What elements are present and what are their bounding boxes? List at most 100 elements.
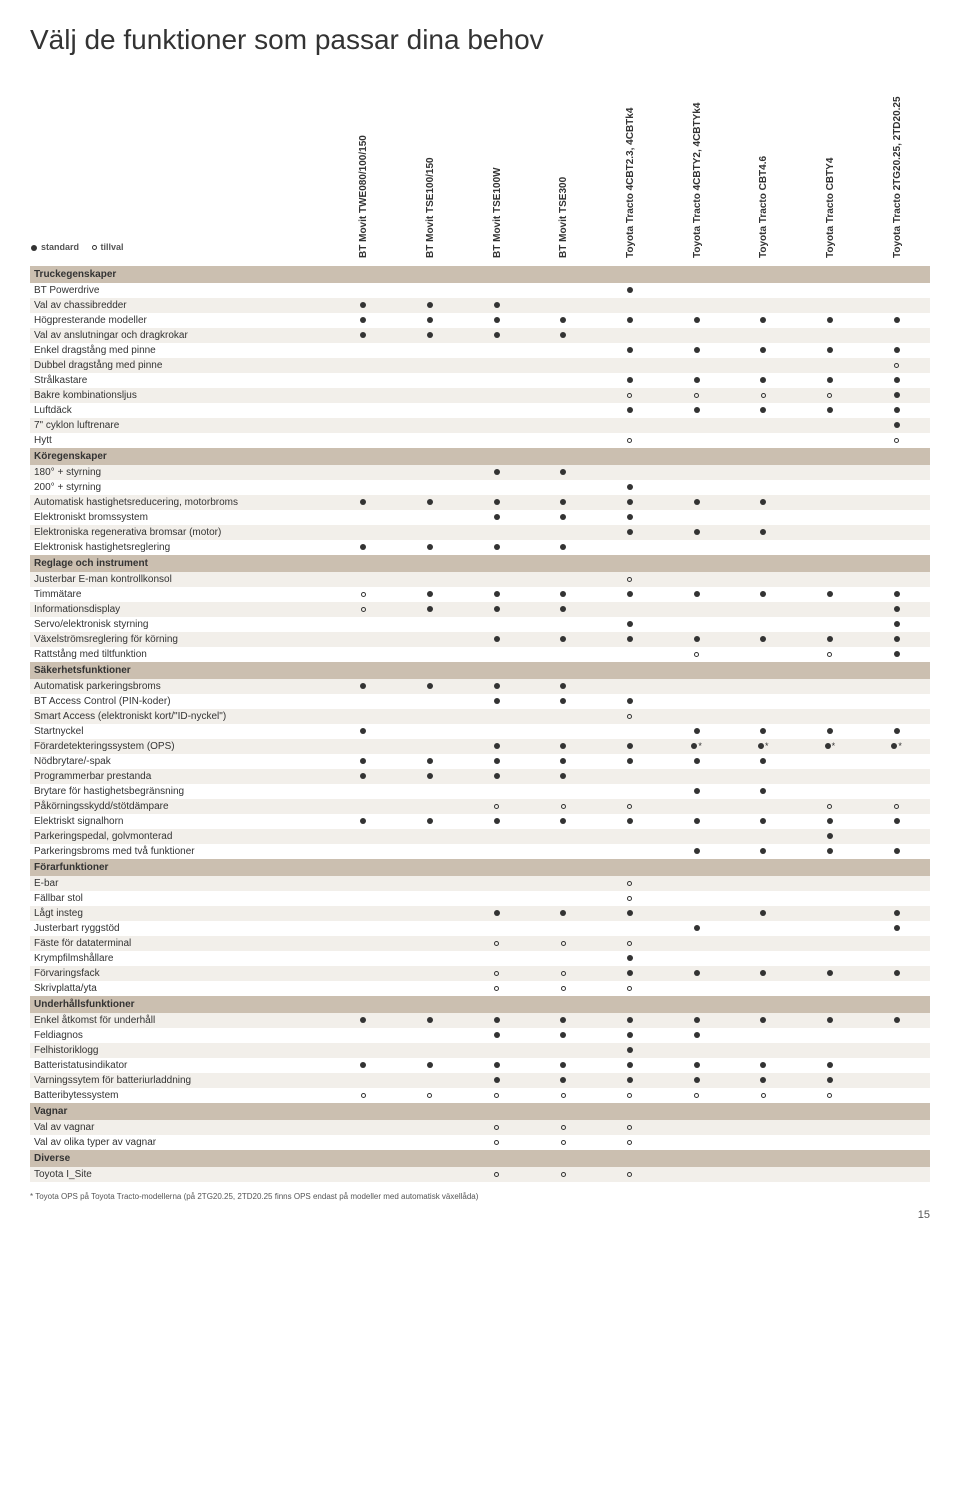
feature-mark <box>530 906 597 921</box>
feature-mark <box>397 1013 464 1028</box>
feature-mark <box>797 966 864 981</box>
model-header: Toyota Tracto 4CBTY2, 4CBTYk4 <box>663 86 730 266</box>
feature-mark <box>530 679 597 694</box>
feature-label: Dubbel dragstång med pinne <box>30 358 330 373</box>
feature-mark <box>597 1073 664 1088</box>
feature-mark <box>397 709 464 724</box>
feature-mark <box>730 754 797 769</box>
feature-mark <box>663 709 730 724</box>
feature-label: Bakre kombinationsljus <box>30 388 330 403</box>
feature-mark <box>863 283 930 298</box>
feature-mark <box>797 799 864 814</box>
feature-mark <box>330 724 397 739</box>
feature-mark <box>463 298 530 313</box>
feature-mark <box>730 906 797 921</box>
feature-mark <box>863 388 930 403</box>
feature-mark <box>663 647 730 662</box>
feature-label: Skrivplatta/yta <box>30 981 330 996</box>
feature-mark <box>797 829 864 844</box>
feature-mark <box>797 358 864 373</box>
feature-mark <box>530 829 597 844</box>
model-header: Toyota Tracto 4CBT2.3, 4CBTk4 <box>597 86 664 266</box>
feature-mark <box>397 525 464 540</box>
feature-mark <box>463 1073 530 1088</box>
feature-mark <box>463 632 530 647</box>
feature-mark <box>863 602 930 617</box>
feature-label: Fällbar stol <box>30 891 330 906</box>
feature-mark <box>397 373 464 388</box>
feature-mark <box>597 602 664 617</box>
feature-mark <box>463 679 530 694</box>
feature-mark <box>330 876 397 891</box>
feature-mark <box>863 510 930 525</box>
feature-mark <box>863 709 930 724</box>
feature-mark <box>463 465 530 480</box>
feature-mark <box>463 1167 530 1182</box>
feature-mark <box>597 1028 664 1043</box>
feature-mark <box>330 572 397 587</box>
feature-mark <box>797 1167 864 1182</box>
feature-mark <box>730 724 797 739</box>
feature-mark <box>397 298 464 313</box>
feature-mark <box>597 844 664 859</box>
feature-mark <box>863 966 930 981</box>
feature-mark <box>463 966 530 981</box>
feature-mark <box>597 495 664 510</box>
feature-mark <box>730 1135 797 1150</box>
feature-mark <box>463 876 530 891</box>
feature-mark <box>730 679 797 694</box>
feature-mark <box>330 921 397 936</box>
feature-mark <box>330 1073 397 1088</box>
feature-mark <box>863 617 930 632</box>
feature-mark <box>730 587 797 602</box>
feature-mark <box>463 510 530 525</box>
feature-label: Varningssytem för batteriurladdning <box>30 1073 330 1088</box>
feature-mark <box>597 1135 664 1150</box>
feature-mark <box>397 313 464 328</box>
feature-label: Elektronisk hastighetsreglering <box>30 540 330 555</box>
feature-mark <box>330 403 397 418</box>
feature-mark: * <box>730 739 797 754</box>
feature-mark: * <box>663 739 730 754</box>
feature-mark <box>530 1120 597 1135</box>
feature-mark <box>397 814 464 829</box>
feature-mark <box>797 602 864 617</box>
feature-mark <box>797 540 864 555</box>
page-title: Välj de funktioner som passar dina behov <box>30 24 930 56</box>
feature-mark <box>397 739 464 754</box>
feature-mark <box>597 480 664 495</box>
feature-mark <box>463 495 530 510</box>
feature-mark <box>663 433 730 448</box>
feature-mark <box>597 1058 664 1073</box>
feature-mark <box>663 298 730 313</box>
feature-mark <box>730 617 797 632</box>
feature-mark <box>330 1135 397 1150</box>
feature-mark <box>730 1120 797 1135</box>
feature-mark <box>730 495 797 510</box>
feature-mark <box>663 784 730 799</box>
feature-mark <box>730 418 797 433</box>
feature-mark <box>397 799 464 814</box>
feature-mark <box>330 769 397 784</box>
feature-mark <box>397 343 464 358</box>
feature-label: Startnyckel <box>30 724 330 739</box>
feature-mark <box>663 694 730 709</box>
feature-mark <box>597 829 664 844</box>
feature-mark <box>730 814 797 829</box>
feature-mark <box>530 739 597 754</box>
model-header: Toyota Tracto CBT4.6 <box>730 86 797 266</box>
feature-mark <box>663 418 730 433</box>
feature-mark <box>863 1028 930 1043</box>
feature-mark <box>330 1088 397 1103</box>
feature-label: Val av olika typer av vagnar <box>30 1135 330 1150</box>
feature-mark <box>863 724 930 739</box>
feature-label: Elektroniskt bromssystem <box>30 510 330 525</box>
feature-mark <box>330 328 397 343</box>
section-header: Vagnar <box>30 1103 930 1120</box>
feature-mark <box>530 936 597 951</box>
feature-mark <box>797 465 864 480</box>
feature-mark <box>597 373 664 388</box>
feature-mark <box>663 388 730 403</box>
feature-mark <box>597 799 664 814</box>
feature-mark <box>730 1028 797 1043</box>
